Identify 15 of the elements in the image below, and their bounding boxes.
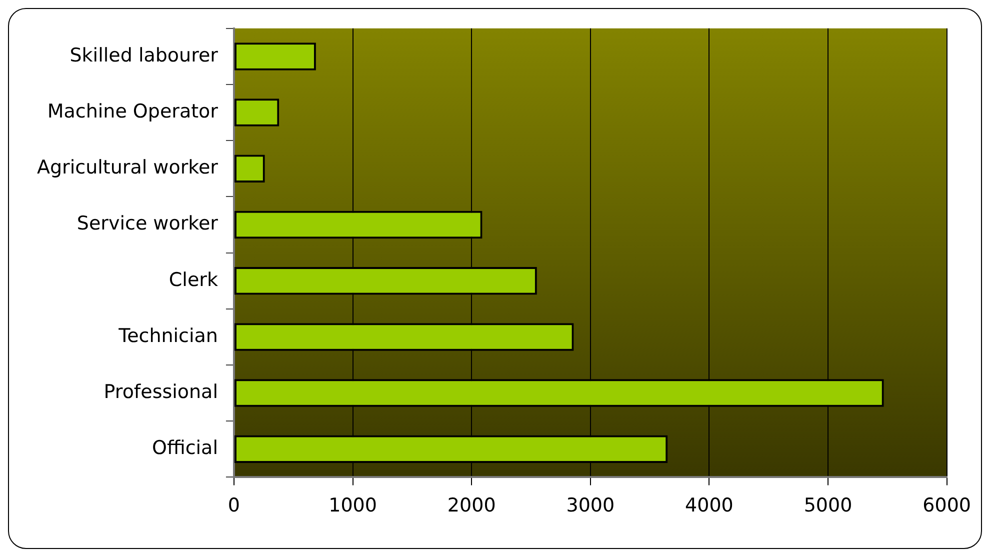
- x-tick-label: 5000: [804, 494, 852, 517]
- y-tick-label: Skilled labourer: [70, 44, 218, 66]
- x-tick-label: 4000: [685, 494, 734, 517]
- y-tick-label: Agricultural worker: [37, 156, 218, 179]
- y-tick-label: Professional: [104, 380, 218, 403]
- x-tick-label: 0: [228, 494, 240, 517]
- y-tick-label: Machine Operator: [47, 100, 218, 122]
- y-tick-label: Clerk: [168, 268, 218, 291]
- x-tick-label: 3000: [566, 494, 615, 517]
- x-tick-label: 2000: [447, 494, 496, 517]
- x-tick-label: 6000: [922, 494, 972, 517]
- y-tick-label: Technician: [118, 324, 218, 347]
- y-tick-label: Service worker: [76, 212, 218, 235]
- y-tick-label: Official: [152, 437, 218, 460]
- x-tick-label: 1000: [328, 494, 377, 517]
